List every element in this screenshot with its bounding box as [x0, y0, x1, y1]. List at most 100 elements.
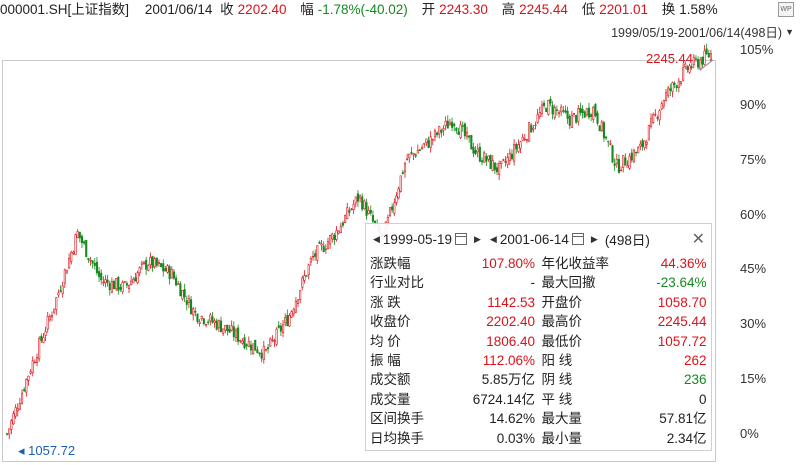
candle-body — [339, 225, 342, 233]
candle-body — [72, 251, 75, 254]
candle-body — [697, 59, 700, 68]
candle-body — [617, 159, 620, 173]
prev-end-icon[interactable]: ◀ — [489, 233, 497, 244]
candle-body — [671, 82, 674, 92]
prev-start-icon[interactable]: ◀ — [373, 233, 380, 244]
y-tick-label: 75% — [740, 151, 767, 167]
stat-row: 均 价 1806.40 最低价 1057.72 — [370, 332, 707, 351]
stat-cell: 区间换手 14.62% — [370, 409, 536, 428]
stat-value: 1057.72 — [657, 333, 707, 349]
candle-body — [198, 321, 201, 324]
candle-body — [508, 152, 511, 161]
next-end-icon[interactable]: ▶ — [590, 233, 598, 244]
stat-value: 2245.44 — [657, 314, 707, 330]
next-start-icon[interactable]: ▶ — [473, 233, 481, 244]
candle-body — [31, 360, 34, 373]
candlestick-chart[interactable] — [0, 0, 720, 465]
candle-body — [256, 349, 259, 353]
candle-body — [277, 325, 280, 328]
candle-body — [684, 63, 687, 68]
stat-value: - — [530, 275, 536, 291]
stat-row: 涨 跌 1142.53 开盘价 1058.70 — [370, 293, 707, 312]
stat-key: 最大回撤 — [541, 275, 596, 291]
stat-row: 日均换手 0.03% 最小量 2.34亿 — [370, 429, 707, 448]
candle-body — [192, 308, 195, 316]
candle-body — [391, 206, 394, 211]
candle-body — [279, 325, 282, 332]
candle-body — [316, 245, 319, 261]
candle-body — [476, 148, 479, 153]
quote-date: 2001/06/14 — [144, 2, 213, 17]
stat-row: 涨跌幅 107.80% 年化收益率 44.36% — [370, 254, 707, 273]
candle-body — [549, 98, 552, 104]
candle-body — [269, 338, 272, 347]
candle-body — [335, 230, 338, 240]
candle-body — [318, 241, 321, 244]
candle-body — [478, 146, 481, 162]
candle-body — [444, 120, 447, 127]
candle-body — [369, 209, 372, 214]
candle-body — [412, 153, 415, 156]
interval-stats-panel: ◀ 1999-05-19 ▶ ◀ 2001-06-14 ▶ (498日) ✕ 涨… — [365, 223, 712, 451]
candle-body — [536, 114, 539, 123]
candle-body — [25, 378, 28, 393]
max-value-label: 2245.44 — [646, 51, 693, 66]
candle-body — [168, 266, 171, 280]
candle-body — [138, 267, 141, 274]
low-label: 低 — [581, 2, 596, 17]
candle-body — [572, 113, 576, 115]
stat-key: 最小量 — [541, 430, 583, 446]
candle-body — [160, 263, 163, 268]
candle-body — [517, 144, 520, 152]
candle-body — [624, 157, 627, 166]
candle-body — [534, 124, 537, 127]
quote-header: 000001.SH[上证指数] 2001/06/14 收 2202.40 幅 -1.… — [0, 0, 800, 20]
candle-body — [76, 231, 79, 238]
stat-cell: 均 价 1806.40 — [370, 332, 536, 351]
turnover-value: 1.58% — [679, 2, 718, 17]
y-tick-label: 45% — [740, 261, 767, 277]
candle-body — [701, 56, 704, 65]
candle-body — [85, 240, 88, 258]
calendar-icon[interactable] — [454, 233, 467, 245]
candle-body — [429, 136, 432, 148]
stat-value: 6724.14亿 — [472, 391, 535, 407]
candle-body — [145, 259, 148, 270]
date-range-selector[interactable]: 1999/05/19-2001/06/14(498日) ▼ — [611, 22, 794, 41]
wp-badge-icon[interactable]: WP — [778, 2, 794, 17]
stat-cell: 平 线 0 — [542, 390, 708, 409]
candle-body — [151, 256, 154, 268]
candle-body — [194, 311, 197, 313]
close-icon[interactable]: ✕ — [691, 231, 705, 248]
candle-body — [320, 243, 323, 246]
candle-body — [692, 56, 695, 66]
stat-key: 收盘价 — [370, 314, 411, 330]
candle-body — [543, 102, 546, 106]
candle-body — [35, 357, 39, 363]
candle-body — [147, 265, 150, 271]
open-value: 2243.30 — [439, 2, 488, 17]
candle-body — [690, 66, 693, 69]
candle-body — [288, 314, 291, 327]
start-date[interactable]: 1999-05-19 — [382, 231, 452, 247]
candle-body — [354, 196, 357, 204]
end-date[interactable]: 2001-06-14 — [499, 231, 569, 247]
candle-body — [566, 110, 569, 119]
candle-body — [587, 107, 591, 118]
candle-body — [200, 315, 203, 320]
stat-key: 涨跌幅 — [370, 256, 411, 271]
calendar-icon[interactable] — [571, 233, 584, 245]
candle-body — [104, 279, 107, 284]
candle-body — [187, 297, 190, 303]
candle-body — [311, 256, 315, 258]
candle-body — [249, 344, 253, 351]
stat-cell: 成交量 6724.14亿 — [370, 390, 536, 409]
stat-key: 开盘价 — [541, 294, 583, 310]
candle-body — [602, 122, 606, 139]
candle-body — [438, 126, 441, 135]
candle-body — [682, 67, 685, 81]
candle-body — [632, 150, 635, 162]
candle-body — [525, 139, 528, 141]
candle-body — [451, 121, 454, 128]
stat-cell: 最大量 57.81亿 — [542, 409, 708, 428]
